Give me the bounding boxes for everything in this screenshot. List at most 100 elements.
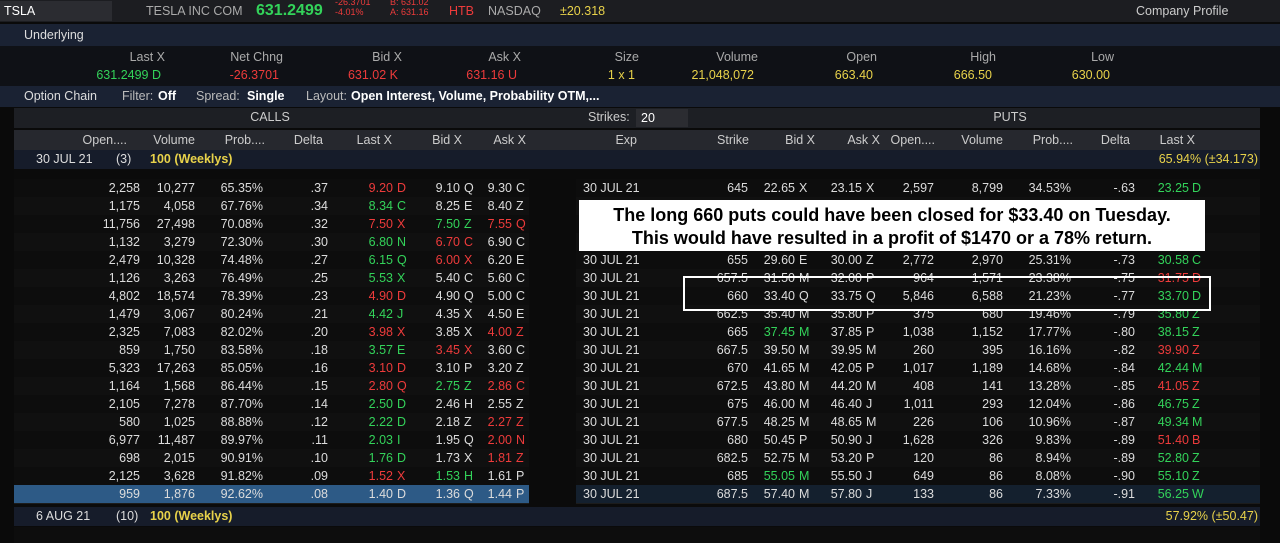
put-cell[interactable]: 50.45 <box>763 433 795 447</box>
call-cell[interactable]: 70.08% <box>220 217 263 231</box>
put-cell[interactable]: -.85 <box>1113 379 1135 393</box>
call-cell[interactable]: 17,263 <box>156 361 195 375</box>
put-cell[interactable]: -.84 <box>1113 361 1135 375</box>
call-cell[interactable]: 3.10 <box>435 361 460 375</box>
strike-cell[interactable]: 655 <box>727 253 748 267</box>
strike-cell[interactable]: 680 <box>727 433 748 447</box>
exp-cell[interactable]: 30 JUL 21 <box>583 487 640 501</box>
put-cell[interactable]: Z <box>1192 343 1200 357</box>
put-cell[interactable]: 37.45 <box>763 325 795 339</box>
strike-cell[interactable]: 665 <box>727 325 748 339</box>
call-cell[interactable]: X <box>464 325 473 339</box>
put-cell[interactable]: M <box>799 343 810 357</box>
put-cell[interactable]: 30.58 <box>1157 253 1189 267</box>
call-cell[interactable]: .30 <box>310 235 328 249</box>
call-cell[interactable]: 2,258 <box>108 181 140 195</box>
put-cell[interactable]: 133 <box>913 487 934 501</box>
put-cell[interactable]: 48.25 <box>763 415 795 429</box>
call-cell[interactable]: .25 <box>310 271 328 285</box>
call-cell[interactable]: D <box>397 181 407 195</box>
call-cell[interactable]: 82.02% <box>220 325 263 339</box>
call-cell[interactable]: 1.73 <box>435 451 460 465</box>
call-cell[interactable]: 1.53 <box>435 469 460 483</box>
put-cell[interactable]: -.87 <box>1113 415 1135 429</box>
put-cell[interactable]: 9.83% <box>1035 433 1071 447</box>
put-cell[interactable]: J <box>866 487 873 501</box>
call-cell[interactable]: .20 <box>310 325 328 339</box>
call-cell[interactable]: 9.20 <box>368 181 393 195</box>
put-cell[interactable]: 48.65 <box>830 415 862 429</box>
call-cell[interactable]: 7.50 <box>368 217 393 231</box>
strike-cell[interactable]: 682.5 <box>716 451 748 465</box>
put-cell[interactable]: 52.80 <box>1157 451 1189 465</box>
put-cell[interactable]: M <box>1192 415 1203 429</box>
strike-cell[interactable]: 685 <box>727 469 748 483</box>
put-cell[interactable]: 1,038 <box>902 325 934 339</box>
call-cell[interactable]: D <box>397 289 407 303</box>
call-cell[interactable]: 3.85 <box>435 325 460 339</box>
call-cell[interactable]: E <box>464 199 473 213</box>
strike-cell[interactable]: 667.5 <box>716 343 748 357</box>
put-cell[interactable]: 31.50 <box>763 271 795 285</box>
exp-cell[interactable]: 30 JUL 21 <box>583 379 640 393</box>
call-cell[interactable]: C <box>516 343 526 357</box>
put-cell[interactable]: 55.05 <box>763 469 795 483</box>
call-cell[interactable]: 87.70% <box>220 397 263 411</box>
call-cell[interactable]: 6.00 <box>435 253 460 267</box>
call-cell[interactable]: 83.58% <box>220 343 263 357</box>
call-cell[interactable]: 92.62% <box>220 487 263 501</box>
call-cell[interactable]: 1,132 <box>108 235 140 249</box>
call-cell[interactable]: 9.10 <box>435 181 460 195</box>
exp-cell[interactable]: 30 JUL 21 <box>583 181 640 195</box>
call-cell[interactable]: 2,325 <box>108 325 140 339</box>
call-cell[interactable]: N <box>516 433 526 447</box>
put-cell[interactable]: M <box>1192 361 1203 375</box>
call-cell[interactable]: 2.80 <box>368 379 393 393</box>
call-cell[interactable]: 2.50 <box>368 397 393 411</box>
put-cell[interactable]: 964 <box>913 271 934 285</box>
put-cell[interactable]: 39.90 <box>1157 343 1189 357</box>
put-cell[interactable]: 17.77% <box>1028 325 1071 339</box>
put-cell[interactable]: -.63 <box>1113 181 1135 195</box>
put-cell[interactable]: 49.34 <box>1157 415 1189 429</box>
put-cell[interactable]: 42.05 <box>830 361 862 375</box>
strike-cell[interactable]: 687.5 <box>716 487 748 501</box>
put-cell[interactable]: 42.44 <box>1157 361 1189 375</box>
put-cell[interactable]: 1,152 <box>971 325 1003 339</box>
strike-cell[interactable]: 675 <box>727 397 748 411</box>
call-cell[interactable]: .18 <box>310 343 328 357</box>
filter-value[interactable]: Off <box>158 89 177 103</box>
call-cell[interactable]: 6.15 <box>368 253 393 267</box>
call-cell[interactable]: 580 <box>119 415 140 429</box>
call-cell[interactable]: X <box>397 217 406 231</box>
call-cell[interactable]: E <box>516 253 525 267</box>
call-cell[interactable]: 3,628 <box>163 469 195 483</box>
put-cell[interactable]: 2,597 <box>902 181 934 195</box>
call-cell[interactable]: 3.57 <box>368 343 393 357</box>
call-cell[interactable]: 1.40 <box>368 487 393 501</box>
put-cell[interactable]: 8.94% <box>1035 451 1071 465</box>
call-cell[interactable]: 1,126 <box>108 271 140 285</box>
call-cell[interactable]: .09 <box>310 469 328 483</box>
put-cell[interactable]: 1,011 <box>903 397 934 411</box>
call-cell[interactable]: 88.88% <box>220 415 263 429</box>
call-cell[interactable]: C <box>397 199 407 213</box>
put-cell[interactable]: 46.00 <box>763 397 795 411</box>
put-cell[interactable]: 14.68% <box>1028 361 1071 375</box>
put-cell[interactable]: M <box>866 415 877 429</box>
call-cell[interactable]: 1.81 <box>487 451 512 465</box>
put-cell[interactable]: 86 <box>989 451 1003 465</box>
call-cell[interactable]: D <box>397 397 407 411</box>
put-cell[interactable]: 2,772 <box>902 253 934 267</box>
put-cell[interactable]: 13.28% <box>1028 379 1071 393</box>
exp-cell[interactable]: 30 JUL 21 <box>583 361 640 375</box>
call-cell[interactable]: .08 <box>310 487 328 501</box>
company-profile[interactable]: Company Profile <box>1136 4 1229 18</box>
put-cell[interactable]: 395 <box>982 343 1003 357</box>
put-cell[interactable]: M <box>799 307 810 321</box>
put-cell[interactable]: 141 <box>982 379 1003 393</box>
put-cell[interactable]: 46.75 <box>1157 397 1189 411</box>
put-cell[interactable]: Q <box>799 289 809 303</box>
call-cell[interactable]: 11,487 <box>157 433 195 447</box>
call-cell[interactable]: 1,750 <box>163 343 195 357</box>
